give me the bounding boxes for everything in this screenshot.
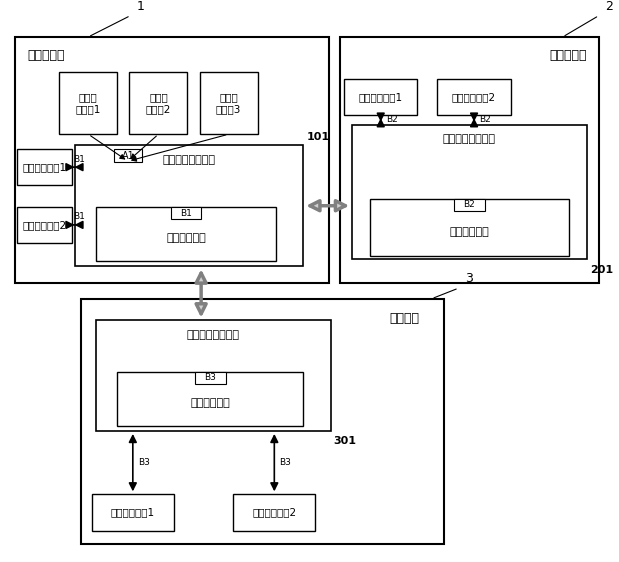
Text: B2: B2 (386, 115, 397, 124)
Text: 分布式数据库模块: 分布式数据库模块 (443, 134, 496, 144)
Text: 1: 1 (137, 0, 145, 13)
Bar (115, 149, 142, 162)
Bar (199, 72, 258, 134)
Bar (340, 37, 599, 283)
Text: 自定义存储表1: 自定义存储表1 (22, 162, 66, 172)
Bar (438, 79, 511, 115)
Bar (80, 299, 444, 545)
Text: B3: B3 (138, 458, 150, 467)
Text: 公共数据库表: 公共数据库表 (449, 226, 490, 237)
Text: 分布式数据库模块: 分布式数据库模块 (162, 155, 215, 165)
Bar (171, 207, 201, 219)
Text: 自定义存储表1: 自定义存储表1 (358, 92, 403, 102)
Bar (352, 125, 587, 260)
Text: 公共数据库表: 公共数据库表 (166, 233, 206, 243)
Bar (129, 72, 188, 134)
Text: 备用主控卡: 备用主控卡 (550, 49, 587, 62)
Text: 应用程
序模块2: 应用程 序模块2 (145, 92, 171, 114)
Text: 101: 101 (306, 132, 329, 142)
Text: 应用程
序模块1: 应用程 序模块1 (76, 92, 101, 114)
Text: 自定义存储表1: 自定义存储表1 (111, 507, 155, 518)
Bar (454, 199, 485, 211)
Bar (233, 494, 316, 531)
Bar (59, 72, 117, 134)
Bar (96, 207, 276, 261)
Text: 2: 2 (605, 0, 613, 13)
Bar (17, 149, 72, 185)
Text: B3: B3 (204, 373, 216, 382)
Text: 自定义存储表2: 自定义存储表2 (452, 92, 496, 102)
Bar (195, 371, 225, 384)
Text: 自定义存储表2: 自定义存储表2 (22, 220, 66, 230)
Bar (96, 320, 331, 431)
Text: B2: B2 (479, 115, 491, 124)
Text: B1: B1 (180, 209, 192, 217)
Bar (15, 37, 329, 283)
Text: B3: B3 (279, 458, 291, 467)
Text: 公共数据库表: 公共数据库表 (191, 398, 230, 408)
Bar (370, 199, 569, 256)
Text: B1: B1 (73, 155, 85, 164)
Text: 自定义存储表2: 自定义存储表2 (253, 507, 297, 518)
Text: 分布式数据库模块: 分布式数据库模块 (187, 330, 240, 340)
Text: A1: A1 (121, 151, 134, 161)
Text: 301: 301 (334, 437, 357, 446)
Text: 应用程
序模块3: 应用程 序模块3 (216, 92, 241, 114)
Text: 业务线卡: 业务线卡 (389, 312, 419, 325)
Bar (92, 494, 174, 531)
Text: 主用主控卡: 主用主控卡 (27, 49, 64, 62)
Text: B1: B1 (73, 212, 85, 221)
Bar (74, 145, 303, 266)
Text: B2: B2 (464, 201, 475, 210)
Bar (117, 371, 303, 425)
Bar (17, 207, 72, 243)
Text: 3: 3 (465, 273, 473, 285)
Text: 201: 201 (590, 265, 613, 275)
Bar (344, 79, 417, 115)
